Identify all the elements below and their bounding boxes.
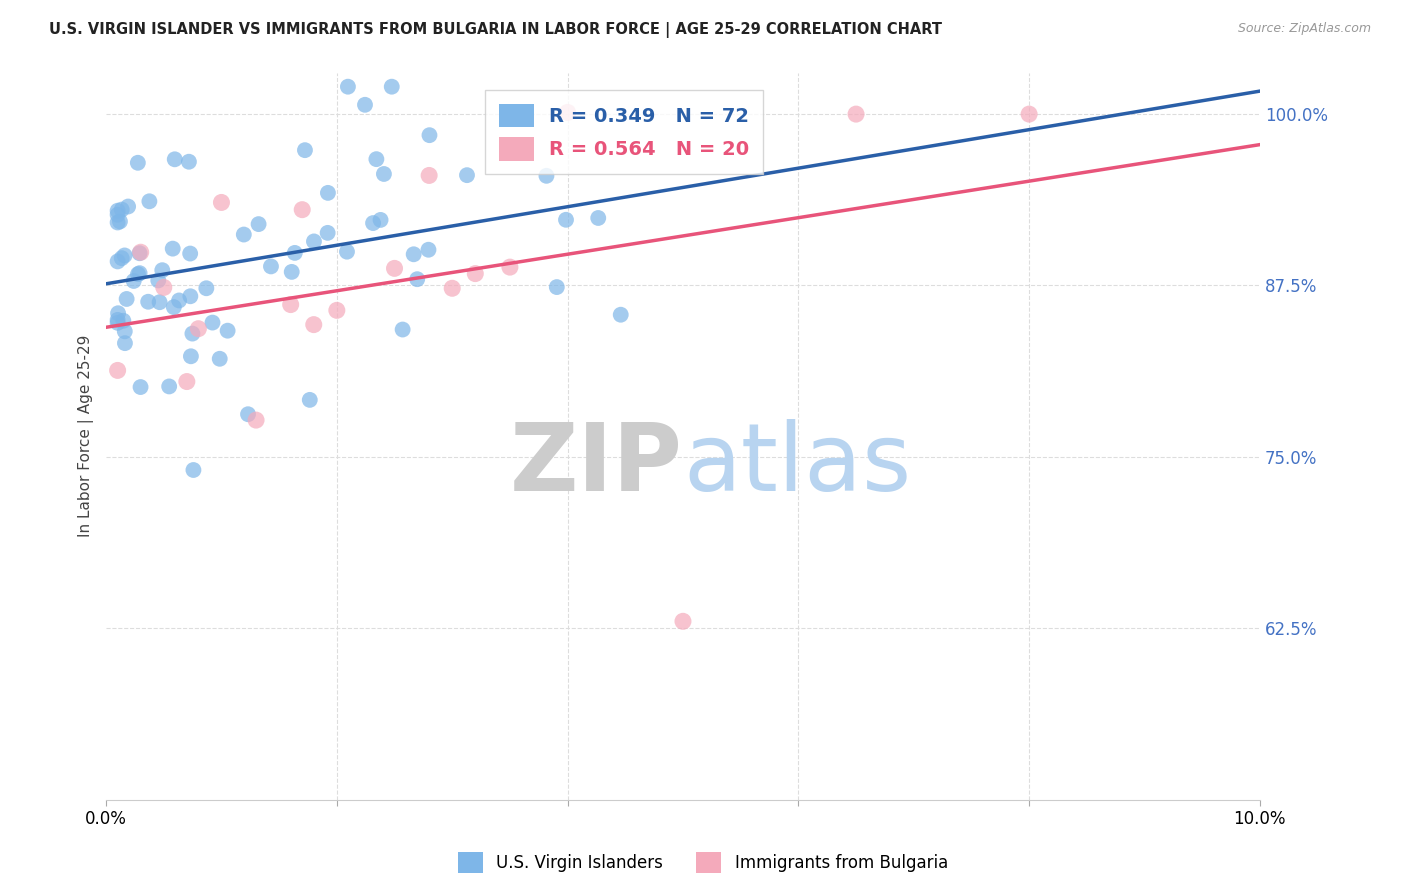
Point bbox=[117, 200, 139, 214]
Point bbox=[247, 217, 270, 231]
Legend: U.S. Virgin Islanders, Immigrants from Bulgaria: U.S. Virgin Islanders, Immigrants from B… bbox=[451, 846, 955, 880]
Point bbox=[536, 169, 558, 183]
Point bbox=[162, 242, 184, 256]
Point bbox=[163, 153, 186, 167]
Point bbox=[280, 265, 302, 279]
Point bbox=[208, 351, 231, 366]
Point bbox=[284, 246, 307, 260]
Point bbox=[177, 154, 200, 169]
Point bbox=[336, 79, 359, 94]
Point bbox=[107, 203, 129, 218]
Point bbox=[152, 280, 174, 294]
Point bbox=[138, 194, 160, 209]
Point bbox=[111, 202, 134, 217]
Point bbox=[381, 79, 404, 94]
Point bbox=[361, 216, 384, 230]
Point bbox=[112, 314, 135, 328]
Point bbox=[672, 615, 695, 629]
Point bbox=[176, 375, 198, 389]
Point bbox=[129, 380, 152, 394]
Point bbox=[217, 324, 239, 338]
Point bbox=[260, 260, 283, 274]
Point bbox=[114, 324, 136, 338]
Point bbox=[1018, 107, 1040, 121]
Point bbox=[236, 407, 259, 421]
Point bbox=[499, 260, 522, 274]
Point bbox=[373, 167, 395, 181]
Text: atlas: atlas bbox=[683, 419, 911, 511]
Point bbox=[546, 280, 568, 294]
Point bbox=[402, 247, 425, 261]
Point bbox=[108, 214, 131, 228]
Point bbox=[129, 245, 152, 260]
Point bbox=[114, 248, 136, 262]
Point bbox=[557, 105, 579, 120]
Point bbox=[163, 300, 186, 314]
Point bbox=[107, 363, 129, 377]
Point bbox=[464, 267, 486, 281]
Point bbox=[232, 227, 254, 242]
Point bbox=[195, 281, 218, 295]
Point bbox=[179, 246, 201, 260]
Point bbox=[354, 97, 377, 112]
Point bbox=[302, 235, 325, 249]
Point bbox=[441, 281, 464, 295]
Point bbox=[187, 321, 209, 335]
Point bbox=[167, 293, 190, 308]
Point bbox=[336, 244, 359, 259]
Text: ZIP: ZIP bbox=[510, 419, 683, 511]
Point bbox=[201, 316, 224, 330]
Point bbox=[211, 195, 233, 210]
Point bbox=[127, 155, 149, 169]
Point bbox=[107, 313, 129, 327]
Point bbox=[418, 128, 440, 143]
Point bbox=[418, 243, 440, 257]
Point bbox=[298, 392, 321, 407]
Point bbox=[245, 413, 267, 427]
Point bbox=[157, 379, 180, 393]
Point bbox=[181, 326, 204, 341]
Point bbox=[391, 322, 413, 336]
Point bbox=[280, 297, 302, 311]
Text: U.S. VIRGIN ISLANDER VS IMMIGRANTS FROM BULGARIA IN LABOR FORCE | AGE 25-29 CORR: U.S. VIRGIN ISLANDER VS IMMIGRANTS FROM … bbox=[49, 22, 942, 38]
Point bbox=[149, 295, 172, 310]
Point bbox=[609, 308, 631, 322]
Point bbox=[555, 212, 578, 227]
Y-axis label: In Labor Force | Age 25-29: In Labor Force | Age 25-29 bbox=[79, 335, 94, 538]
Point bbox=[316, 186, 339, 200]
Point bbox=[370, 213, 392, 227]
Text: Source: ZipAtlas.com: Source: ZipAtlas.com bbox=[1237, 22, 1371, 36]
Point bbox=[148, 273, 170, 287]
Point bbox=[111, 251, 134, 265]
Point bbox=[586, 211, 609, 225]
Point bbox=[418, 169, 440, 183]
Point bbox=[183, 463, 205, 477]
Point bbox=[128, 266, 150, 280]
Point bbox=[179, 289, 201, 303]
Point bbox=[291, 202, 314, 217]
Point bbox=[180, 349, 202, 363]
Point bbox=[302, 318, 325, 332]
Point bbox=[122, 274, 145, 288]
Point bbox=[406, 272, 429, 286]
Point bbox=[150, 263, 173, 277]
Point bbox=[115, 292, 138, 306]
Point bbox=[294, 143, 316, 157]
Point bbox=[136, 294, 159, 309]
Point bbox=[326, 303, 349, 318]
Point bbox=[366, 152, 388, 166]
Point bbox=[107, 254, 129, 268]
Point bbox=[127, 267, 149, 281]
Point bbox=[107, 316, 129, 330]
Legend: R = 0.349   N = 72, R = 0.564   N = 20: R = 0.349 N = 72, R = 0.564 N = 20 bbox=[485, 90, 763, 174]
Point bbox=[384, 261, 406, 276]
Point bbox=[114, 336, 136, 351]
Point bbox=[845, 107, 868, 121]
Point bbox=[316, 226, 339, 240]
Point bbox=[107, 215, 129, 229]
Point bbox=[107, 208, 129, 222]
Point bbox=[107, 306, 129, 320]
Point bbox=[456, 168, 478, 182]
Point bbox=[128, 246, 150, 260]
